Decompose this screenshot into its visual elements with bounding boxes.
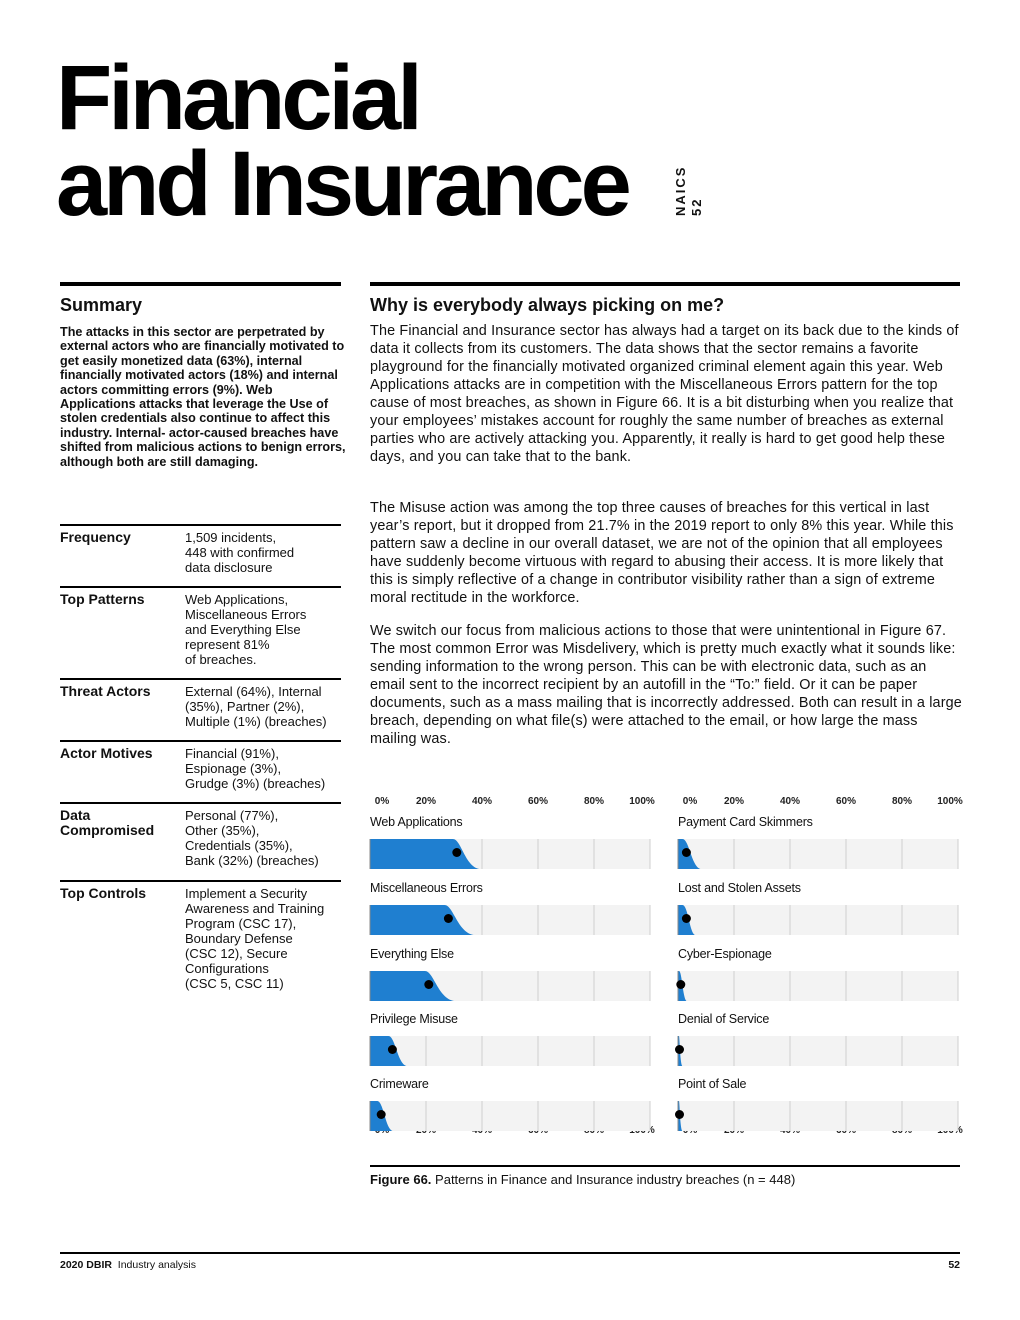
- footer-section: Industry analysis: [117, 1259, 196, 1271]
- x-tick-top: 100%: [629, 796, 655, 807]
- x-tick-top: 80%: [583, 796, 604, 807]
- value-dot: [675, 1110, 684, 1119]
- bar-fill: [370, 839, 480, 869]
- category-label: Cyber-Espionage: [678, 947, 772, 961]
- fact-label: Data Compromised: [60, 807, 155, 838]
- fact-value: 1,509 incidents, 448 with confirmed data…: [185, 530, 295, 575]
- fact-value: Implement a Security Awareness and Train…: [185, 886, 325, 991]
- value-dot: [376, 1110, 386, 1119]
- title-line-2: and Insurance: [56, 133, 632, 235]
- x-tick-top: 60%: [527, 796, 548, 807]
- footer-rule: [60, 1252, 960, 1254]
- summary-heading: Summary: [60, 295, 143, 315]
- bar-fill: [370, 905, 474, 935]
- bar-track: [678, 905, 958, 935]
- x-tick-top: 0%: [374, 796, 390, 807]
- x-tick-top: 20%: [723, 796, 744, 807]
- body-paragraph-1: The Financial and Insurance sector has a…: [370, 323, 959, 465]
- bar-row: [676, 971, 959, 1001]
- bar-row: [369, 1036, 651, 1066]
- bar-row: [369, 839, 651, 869]
- fact-value: Personal (77%), Other (35%), Credentials…: [185, 808, 319, 868]
- figure-caption-label: Figure 66.: [370, 1172, 432, 1187]
- fact-rule: [60, 740, 341, 742]
- bar-row: [677, 839, 959, 869]
- bar-row: [369, 905, 651, 935]
- x-tick-top: 20%: [415, 796, 436, 807]
- bar-track: [678, 1036, 958, 1066]
- value-dot: [424, 980, 434, 989]
- fact-rule: [60, 802, 341, 804]
- bar-track: [370, 1036, 650, 1066]
- fact-label: Top Controls: [60, 885, 147, 901]
- value-dot: [452, 848, 462, 857]
- summary-rule: [60, 282, 341, 286]
- bar-row: [675, 1101, 959, 1131]
- main-rule: [370, 282, 960, 286]
- naics-code: 52: [689, 197, 704, 216]
- bar-row: [675, 1036, 959, 1066]
- bar-track: [678, 839, 958, 869]
- fact-value: External (64%), Internal (35%), Partner …: [185, 684, 327, 729]
- category-label: Lost and Stolen Assets: [678, 881, 801, 895]
- naics-text: NAICS: [673, 165, 688, 216]
- category-label: Point of Sale: [678, 1077, 747, 1091]
- category-label: Payment Card Skimmers: [678, 815, 813, 829]
- bar-row: [677, 905, 959, 935]
- fact-rule: [60, 586, 341, 588]
- body-paragraph-2: The Misuse action was among the top thre…: [370, 500, 954, 606]
- category-label: Web Applications: [370, 815, 463, 829]
- fact-value: Web Applications, Miscellaneous Errors a…: [185, 592, 307, 667]
- x-tick-top: 100%: [937, 796, 963, 807]
- category-label: Everything Else: [370, 947, 454, 961]
- bar-track: [678, 971, 958, 1001]
- fact-rule: [60, 880, 341, 882]
- figure-caption: Figure 66. Patterns in Finance and Insur…: [370, 1172, 795, 1187]
- bar-fill: [678, 1101, 683, 1131]
- value-dot: [681, 848, 691, 857]
- value-dot: [443, 914, 453, 923]
- main-heading: Why is everybody always picking on me?: [370, 295, 725, 315]
- fact-label: Threat Actors: [60, 683, 151, 699]
- value-dot: [681, 914, 691, 923]
- bar-track: [678, 1101, 958, 1131]
- page-number: 52: [948, 1259, 960, 1271]
- bar-fill: [678, 1036, 683, 1066]
- x-tick-top: 60%: [835, 796, 856, 807]
- x-tick-top: 40%: [779, 796, 800, 807]
- category-label: Crimeware: [370, 1077, 429, 1091]
- category-label: Privilege Misuse: [370, 1012, 458, 1026]
- footer-report: 2020 DBIR: [60, 1259, 112, 1271]
- bar-track: [370, 1101, 650, 1131]
- fact-label: Top Patterns: [60, 591, 145, 607]
- value-dot: [675, 1045, 684, 1054]
- bar-row: [369, 971, 651, 1001]
- naics-label: NAICS 52: [670, 165, 718, 216]
- value-dot: [387, 1045, 397, 1054]
- title-line-1: Financial: [56, 47, 423, 149]
- summary-text: The attacks in this sector are perpetrat…: [60, 325, 346, 469]
- fact-rule: [60, 678, 341, 680]
- category-label: Miscellaneous Errors: [370, 881, 483, 895]
- caption-rule: [370, 1165, 960, 1167]
- figure-caption-text: Patterns in Finance and Insurance indust…: [435, 1172, 796, 1187]
- value-dot: [676, 980, 686, 989]
- footer-left: 2020 DBIR Industry analysis: [60, 1259, 196, 1271]
- fact-label: Frequency: [60, 529, 131, 545]
- fact-value: Financial (91%), Espionage (3%), Grudge …: [185, 746, 326, 791]
- x-tick-top: 80%: [891, 796, 912, 807]
- fact-label: Actor Motives: [60, 745, 153, 761]
- fact-rule: [60, 524, 341, 526]
- x-tick-top: 40%: [471, 796, 492, 807]
- x-tick-top: 0%: [682, 796, 698, 807]
- body-paragraph-3: We switch our focus from malicious actio…: [370, 623, 962, 747]
- bar-row: [369, 1101, 651, 1131]
- bar-fill: [370, 971, 454, 1001]
- category-label: Denial of Service: [678, 1012, 770, 1026]
